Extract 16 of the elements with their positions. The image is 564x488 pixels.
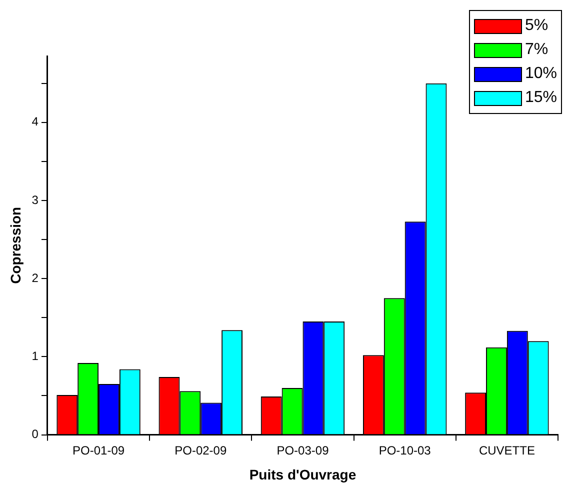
y-tick-label: 2 (32, 270, 39, 285)
legend-label: 5% (524, 16, 548, 36)
x-axis-title: Puits d'Ouvrage (249, 466, 356, 482)
y-tick-label: 4 (32, 114, 39, 129)
x-tick-label: PO-10-03 (378, 443, 432, 458)
y-tick-label: 0 (32, 427, 39, 442)
y-axis-title: Copression (7, 206, 24, 284)
x-tick-label: CUVETTE (478, 443, 535, 458)
x-tick-label: PO-02-09 (174, 443, 227, 458)
y-tick-label: 1 (32, 349, 39, 364)
legend-label: 10% (524, 64, 557, 84)
x-tick-label: PO-01-09 (72, 443, 125, 458)
legend-label: 15% (524, 88, 557, 108)
x-tick-label: PO-03-09 (276, 443, 330, 458)
y-tick-label: 3 (32, 192, 39, 207)
legend-label: 7% (524, 40, 548, 60)
